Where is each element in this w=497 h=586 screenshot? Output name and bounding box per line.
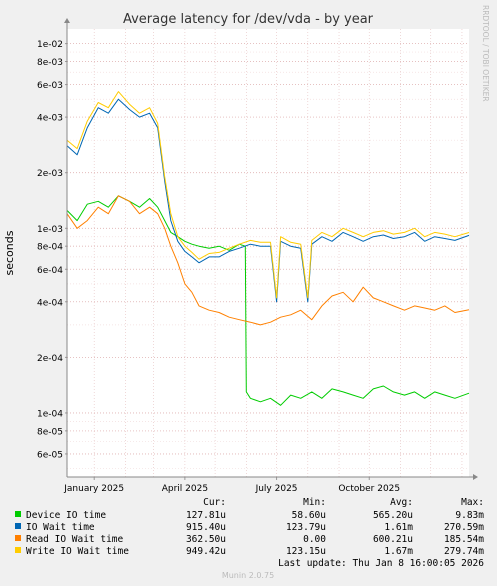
x-axis-arrow — [473, 474, 478, 480]
y-tick-label: 2e-03 — [37, 169, 63, 179]
legend-value-cur: 915.40u — [186, 522, 226, 533]
footer-text: Munin 2.0.75 — [222, 571, 274, 580]
y-tick-label: 8e-04 — [37, 243, 63, 253]
y-axis-label: seconds — [3, 230, 16, 275]
series-group — [66, 91, 470, 406]
series-line-write-io-wait-time — [66, 91, 470, 299]
y-tick-label: 4e-03 — [37, 114, 63, 124]
x-tick-label: July 2025 — [255, 484, 298, 494]
legend-value-max: 9.83m — [455, 510, 484, 521]
legend-value-avg: 1.67m — [384, 546, 413, 557]
legend-series-name: Write IO Wait time — [26, 546, 129, 557]
legend-value-cur: 362.50u — [186, 534, 226, 545]
legend-swatch — [15, 547, 21, 553]
series-line-device-io-time — [66, 195, 470, 406]
y-tick-label: 8e-05 — [37, 427, 63, 437]
legend-header-max: Max: — [461, 497, 484, 508]
legend-value-cur: 127.81u — [186, 510, 226, 521]
x-tick-label: October 2025 — [338, 484, 400, 494]
legend-series-name: Read IO Wait time — [26, 534, 124, 545]
legend-header-avg: Avg: — [390, 497, 413, 508]
legend-value-max: 185.54m — [444, 534, 484, 545]
legend-value-avg: 1.61m — [384, 522, 413, 533]
legend-value-max: 270.59m — [444, 522, 484, 533]
legend-value-min: 58.60u — [292, 510, 326, 521]
y-tick-label: 6e-05 — [37, 450, 63, 460]
legend-header-min: Min: — [303, 497, 326, 508]
y-tick-label: 6e-03 — [37, 81, 63, 91]
x-tick-label: April 2025 — [162, 484, 208, 494]
legend-value-avg: 565.20u — [373, 510, 413, 521]
axes: 1e-02 8e-03 6e-03 4e-03 2e-03 1e-03 8e-04 6e-04… — [37, 18, 478, 494]
series-line-io-wait-time — [66, 98, 470, 303]
legend-swatch — [15, 511, 21, 517]
legend-header-cur: Cur: — [203, 497, 226, 508]
legend: Cur: Min: Avg: Max: Device IO time 127.81u 58.… — [15, 497, 484, 569]
x-tick-label: January 2025 — [63, 484, 124, 494]
y-tick-label: 1e-03 — [37, 225, 63, 235]
legend-value-cur: 949.42u — [186, 546, 226, 557]
legend-value-max: 279.74m — [444, 546, 484, 557]
y-tick-label: 8e-03 — [37, 58, 63, 68]
legend-value-min: 123.79u — [286, 522, 326, 533]
y-tick-label: 1e-04 — [37, 409, 63, 419]
legend-series-name: Device IO time — [26, 510, 106, 521]
y-tick-label: 1e-02 — [37, 40, 63, 50]
legend-value-min: 0.00 — [303, 534, 326, 545]
y-tick-label: 4e-04 — [37, 298, 63, 308]
plot-area — [67, 29, 469, 477]
last-update: Last update: Thu Jan 8 16:00:05 2026 — [278, 558, 484, 569]
grid — [67, 29, 469, 477]
y-tick-label: 6e-04 — [37, 266, 63, 276]
legend-value-min: 123.15u — [286, 546, 326, 557]
legend-swatch — [15, 523, 21, 529]
legend-series-name: IO Wait time — [26, 522, 95, 533]
legend-swatch — [15, 535, 21, 541]
chart-title: Average latency for /dev/vda - by year — [123, 12, 374, 27]
y-axis-arrow — [64, 18, 70, 23]
y-tick-label: 2e-04 — [37, 354, 63, 364]
legend-value-avg: 600.21u — [373, 534, 413, 545]
side-label: RRDTOOL / TOBI OETIKER — [481, 5, 490, 102]
series-line-read-io-wait-time — [66, 195, 470, 326]
